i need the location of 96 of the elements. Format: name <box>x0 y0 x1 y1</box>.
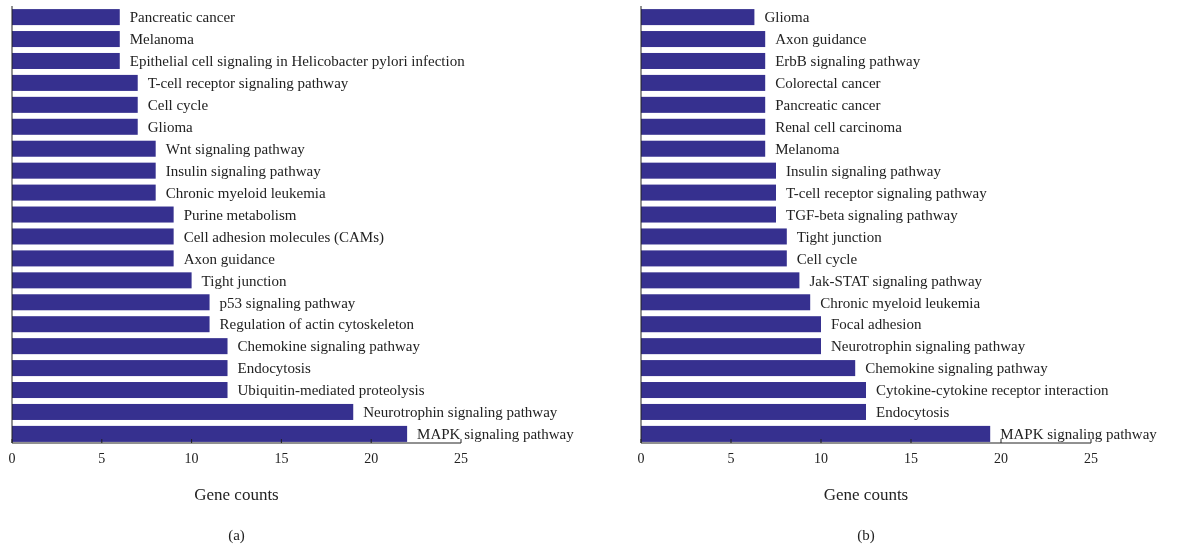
y-tick-label: Melanoma <box>129 31 195 48</box>
bar <box>641 184 776 201</box>
bar <box>641 360 856 377</box>
bar <box>12 140 156 157</box>
y-tick-label: Neurotrophin signaling pathway <box>831 338 1026 355</box>
x-tick-label: 25 <box>454 451 468 466</box>
bar <box>12 118 138 135</box>
y-tick-label: Glioma <box>147 119 194 136</box>
bar <box>641 382 866 399</box>
bar <box>12 162 156 179</box>
y-tick-label: Tight junction <box>796 228 883 245</box>
bar <box>12 360 228 377</box>
y-tick-label: Insulin signaling pathway <box>165 162 322 179</box>
x-tick-label: 15 <box>904 451 918 466</box>
bar <box>12 228 174 245</box>
x-tick-label: 0 <box>8 451 16 466</box>
y-tick-label: Chronic myeloid leukemia <box>820 294 981 311</box>
bar <box>641 294 811 311</box>
bar <box>641 9 755 26</box>
bar <box>641 96 766 113</box>
bar <box>12 250 174 267</box>
y-tick-label: Regulation of actin cytoskeleton <box>219 316 415 333</box>
bar <box>641 74 766 91</box>
bar <box>641 162 776 179</box>
bar <box>641 118 766 135</box>
x-tick-label: 10 <box>184 451 199 466</box>
bar <box>12 316 210 333</box>
bar <box>641 338 821 355</box>
x-axis-title: Gene counts <box>194 485 279 504</box>
y-tick-label: Cytokine-cytokine receptor interaction <box>876 382 1109 399</box>
bar <box>641 403 866 420</box>
y-tick-label: Colorectal cancer <box>775 75 881 92</box>
bar <box>12 294 210 311</box>
y-tick-label: Axon guidance <box>183 250 276 267</box>
x-tick-label: 20 <box>994 451 1008 466</box>
y-tick-label: Cell adhesion molecules (CAMs) <box>183 228 385 246</box>
x-tick-label: 10 <box>814 451 828 466</box>
y-tick-label: T-cell receptor signaling pathway <box>786 184 988 201</box>
text: (b) <box>857 527 875 544</box>
y-tick-label: p53 signaling pathway <box>219 294 356 311</box>
bar <box>12 96 138 113</box>
y-tick-label: Epithelial cell signaling in Helicobacter pylori infection <box>129 53 466 70</box>
y-tick-label: Chemokine signaling pathway <box>865 360 1049 377</box>
y-tick-label: Ubiquitin-mediated proteolysis <box>237 382 425 399</box>
x-tick-label: 15 <box>274 451 289 466</box>
bar <box>12 403 354 420</box>
bar <box>641 31 766 48</box>
x-tick-label: 0 <box>637 451 645 466</box>
text: (a) <box>228 527 245 544</box>
bar <box>12 9 120 26</box>
y-tick-label: Cell cycle <box>796 250 858 267</box>
y-tick-label: Tight junction <box>201 272 287 289</box>
x-tick-label: 5 <box>98 451 106 466</box>
bar <box>12 74 138 91</box>
y-tick-label: Cell cycle <box>147 97 209 114</box>
y-tick-label: Wnt signaling pathway <box>165 140 306 157</box>
bar <box>12 184 156 201</box>
bar <box>12 425 408 442</box>
x-tick-label: 25 <box>1084 451 1098 466</box>
bar <box>641 316 821 333</box>
bar <box>641 425 991 442</box>
bar <box>641 206 776 223</box>
y-tick-label: MAPK signaling pathway <box>417 426 575 443</box>
bar <box>641 140 766 157</box>
y-tick-label: Melanoma <box>775 140 840 157</box>
y-tick-label: Endocytosis <box>237 360 312 377</box>
y-tick-label: Insulin signaling pathway <box>786 162 942 179</box>
y-tick-label: Pancreatic cancer <box>775 97 881 114</box>
y-tick-label: Pancreatic cancer <box>129 9 236 26</box>
y-tick-label: Renal cell carcinoma <box>775 119 903 136</box>
bar <box>12 31 120 48</box>
bar <box>641 52 766 69</box>
bar <box>12 206 174 223</box>
x-tick-label: 5 <box>727 451 735 466</box>
y-tick-label: Purine metabolism <box>183 206 297 223</box>
y-tick-label: Glioma <box>764 9 810 26</box>
y-tick-label: ErbB signaling pathway <box>775 53 921 70</box>
x-tick-label: 20 <box>364 451 379 466</box>
bar <box>12 52 120 69</box>
y-tick-label: MAPK signaling pathway <box>1000 426 1158 443</box>
y-tick-label: Chemokine signaling pathway <box>237 338 421 355</box>
bar <box>12 338 228 355</box>
x-axis-title: Gene counts <box>823 485 909 504</box>
bar <box>12 382 228 399</box>
bar <box>641 250 787 267</box>
y-tick-label: Endocytosis <box>876 404 950 421</box>
y-tick-label: T-cell receptor signaling pathway <box>147 75 349 92</box>
y-tick-label: TGF-beta signaling pathway <box>786 206 959 223</box>
y-tick-label: Axon guidance <box>775 31 867 48</box>
bar <box>641 272 800 289</box>
y-tick-label: Jak-STAT signaling pathway <box>809 272 983 289</box>
y-tick-label: Chronic myeloid leukemia <box>165 184 326 201</box>
bar <box>12 272 192 289</box>
bar <box>641 228 787 245</box>
y-tick-label: Focal adhesion <box>831 316 922 333</box>
y-tick-label: Neurotrophin signaling pathway <box>363 404 558 421</box>
